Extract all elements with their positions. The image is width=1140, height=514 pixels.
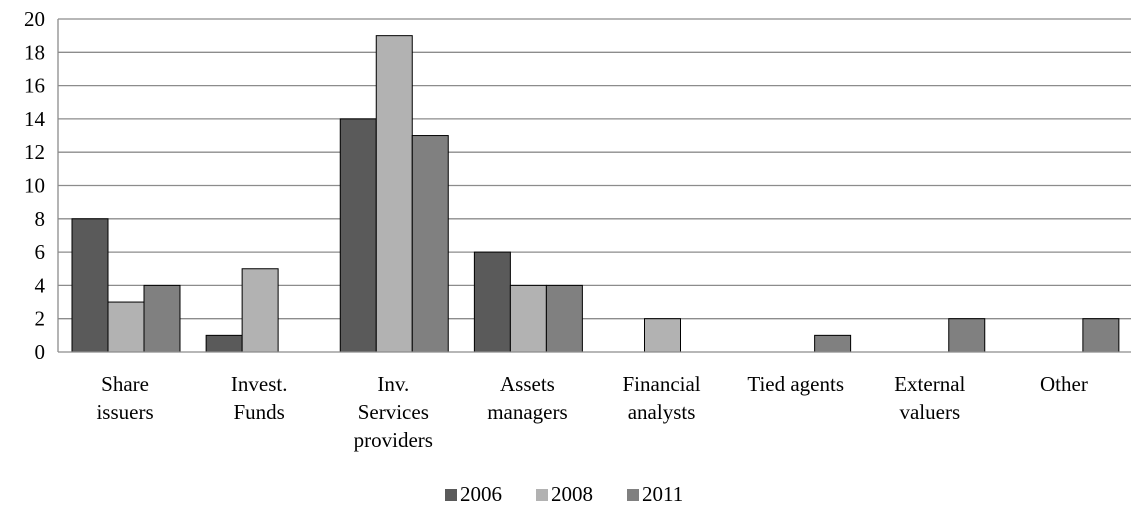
bar-2011: [545, 284, 583, 353]
y-tick-label: 18: [24, 40, 45, 64]
bar-2011: [814, 334, 852, 353]
y-tick-label: 14: [24, 107, 46, 131]
x-category-label: Financial analysts: [622, 372, 700, 424]
y-tick-label: 8: [35, 207, 46, 231]
bar-2006: [473, 251, 511, 353]
bar-2011: [411, 135, 449, 353]
axes: [57, 19, 1131, 353]
bar-2006: [205, 334, 243, 353]
y-tick-label: 12: [24, 140, 45, 164]
x-category-label: Other: [1040, 372, 1088, 396]
x-category-label: Inv. Services providers: [354, 372, 433, 452]
bar-2008: [241, 268, 279, 353]
bar-2008: [375, 35, 413, 353]
bar-2011: [143, 284, 181, 353]
y-tick-label: 16: [24, 74, 45, 98]
legend-label: 2006: [460, 482, 502, 506]
x-category-label: Tied agents: [747, 372, 844, 396]
legend-swatch: [536, 489, 548, 501]
y-tick-label: 0: [35, 340, 46, 364]
gridlines: [58, 18, 1131, 320]
y-tick-label: 10: [24, 174, 45, 198]
legend-label: 2008: [551, 482, 593, 506]
x-category-label: Invest. Funds: [231, 372, 288, 424]
y-tick-label: 6: [35, 240, 46, 264]
bar-2008: [107, 301, 145, 353]
y-tick-label: 2: [35, 307, 46, 331]
x-axis-categories: Share issuers Invest. Funds Inv. Services prov…: [96, 372, 1087, 452]
bar-2011: [1082, 318, 1120, 353]
bar-2008: [644, 318, 681, 353]
legend-swatch: [627, 489, 639, 501]
bar-2006: [71, 218, 109, 353]
x-category-label: Share issuers: [96, 372, 153, 424]
bars: [71, 35, 1120, 353]
y-tick-label: 20: [24, 7, 45, 31]
legend: 2006 2008 2011: [445, 482, 683, 506]
y-tick-label: 4: [35, 273, 46, 297]
bar-2006: [339, 118, 377, 353]
bar-2008: [509, 284, 547, 353]
x-category-label: External valuers: [894, 372, 965, 424]
legend-label: 2011: [642, 482, 683, 506]
legend-swatch: [445, 489, 457, 501]
x-category-label: Assets managers: [487, 372, 567, 424]
y-axis-ticks: 0 2 4 6 8 10 12 14 16 18 20: [24, 7, 46, 364]
bar-2011: [948, 318, 986, 353]
